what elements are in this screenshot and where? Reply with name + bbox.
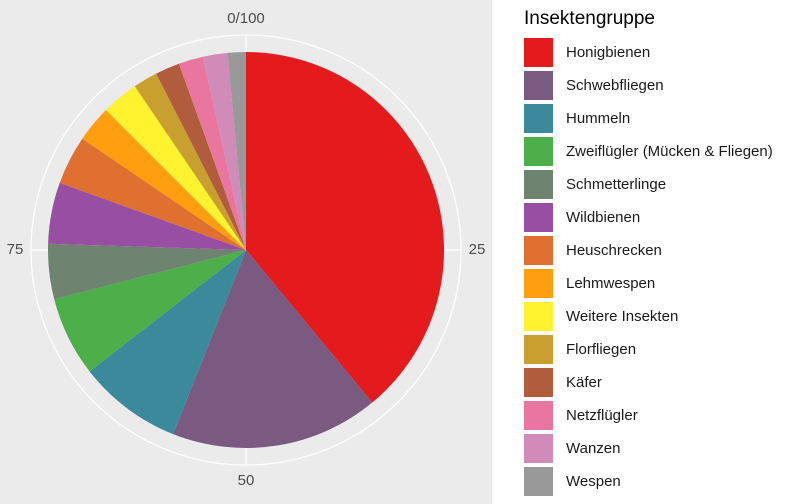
legend-item: Florfliegen <box>524 333 773 366</box>
legend-key <box>524 302 553 331</box>
pie-slice <box>178 56 246 251</box>
pie-slice <box>54 250 246 372</box>
legend-title: Insektengruppe <box>524 8 655 29</box>
legend-item: Netzflügler <box>524 399 773 432</box>
legend-key <box>524 434 553 463</box>
legend-key <box>524 137 553 166</box>
legend-item: Wanzen <box>524 432 773 465</box>
legend-key <box>524 236 553 265</box>
legend-item: Weitere Insekten <box>524 300 773 333</box>
legend-label: Honigbienen <box>566 44 651 61</box>
legend-label: Wanzen <box>566 440 621 457</box>
legend-label: Florfliegen <box>566 341 637 358</box>
legend-key <box>524 104 553 133</box>
legend-key <box>524 38 553 67</box>
legend-label: Heuschrecken <box>566 242 662 259</box>
legend-key <box>524 335 553 364</box>
legend-key <box>524 401 553 430</box>
legend-key <box>524 467 553 496</box>
legend-item: Schwebfliegen <box>524 69 773 102</box>
pie-slice <box>202 52 246 251</box>
pie-slice <box>134 73 246 250</box>
legend-items: Honigbienen Schwebfliegen Hummeln Zweiflügl… <box>524 36 773 498</box>
legend-item: Heuschrecken <box>524 234 773 267</box>
pie-chart: 0/100 25 50 75 <box>7 10 486 489</box>
theta-tick-label: 75 <box>7 241 24 258</box>
pie-slice <box>89 250 246 435</box>
pie-slice <box>227 52 246 250</box>
legend-item: Wespen <box>524 465 773 498</box>
legend-label: Hummeln <box>566 110 631 127</box>
legend-item: Zweiflügler (Mücken & Fliegen) <box>524 135 773 168</box>
legend-label: Weitere Insekten <box>566 308 679 325</box>
legend-item: Lehmwespen <box>524 267 773 300</box>
legend: Insektengruppe Honigbienen Schwebfliegen H… <box>524 4 773 498</box>
legend-key <box>524 71 553 100</box>
legend-item: Hummeln <box>524 102 773 135</box>
pie-slice <box>246 52 445 403</box>
legend-item: Honigbienen <box>524 36 773 69</box>
pie-slice <box>105 86 246 251</box>
theta-tick-label: 25 <box>469 241 486 258</box>
pie-slice <box>156 63 246 250</box>
legend-label: Zweiflügler (Mücken & Fliegen) <box>566 143 773 160</box>
legend-label: Lehmwespen <box>566 275 656 292</box>
theta-tick-label: 50 <box>238 472 255 489</box>
pie-slice <box>48 243 247 300</box>
legend-label: Schmetterlinge <box>566 176 667 193</box>
legend-key <box>524 269 553 298</box>
pie-slice <box>173 250 373 448</box>
legend-item: Wildbienen <box>524 201 773 234</box>
legend-key <box>524 203 553 232</box>
legend-label: Netzflügler <box>566 407 638 424</box>
legend-label: Wespen <box>566 473 621 490</box>
legend-label: Wildbienen <box>566 209 641 226</box>
pie-slice <box>59 138 246 250</box>
legend-label: Schwebfliegen <box>566 77 664 94</box>
theta-tick-label: 0/100 <box>227 10 265 27</box>
legend-item: Käfer <box>524 366 773 399</box>
pie-slice <box>82 109 247 250</box>
legend-key <box>524 368 553 397</box>
pie-slice <box>48 182 246 250</box>
legend-label: Käfer <box>566 374 602 391</box>
legend-key <box>524 170 553 199</box>
legend-item: Schmetterlinge <box>524 168 773 201</box>
